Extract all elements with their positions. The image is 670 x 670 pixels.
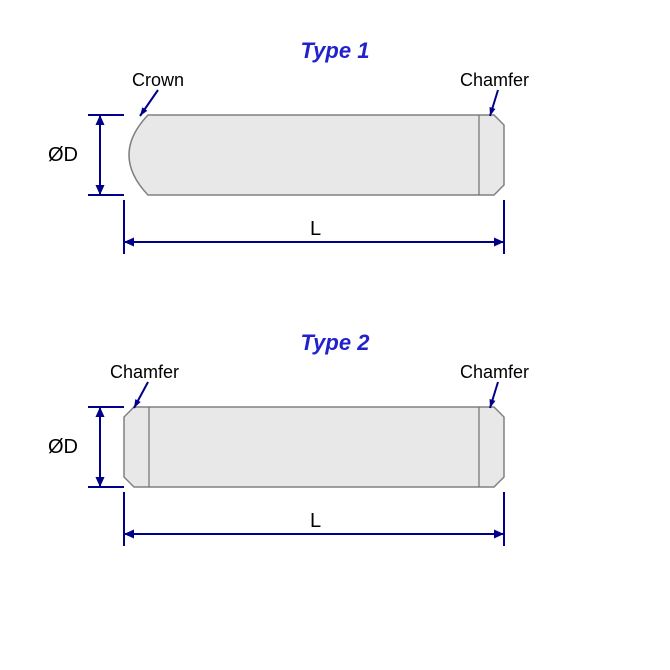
type2-right-label: Chamfer <box>460 362 529 383</box>
type1-left-label: Crown <box>132 70 184 91</box>
type2-left-label: Chamfer <box>110 362 179 383</box>
type2-dim-l-label: L <box>310 510 321 533</box>
type1-dim-l-label: L <box>310 218 321 241</box>
type2-dim-d-label: ØD <box>48 436 78 459</box>
type1-title: Type 1 <box>260 38 410 64</box>
type1-dim-d-label: ØD <box>48 144 78 167</box>
diagram-container: Type 1 Crown Chamfer ØD L Type 2 Chamfer… <box>0 0 670 670</box>
type1-right-label: Chamfer <box>460 70 529 91</box>
type2-title: Type 2 <box>260 330 410 356</box>
